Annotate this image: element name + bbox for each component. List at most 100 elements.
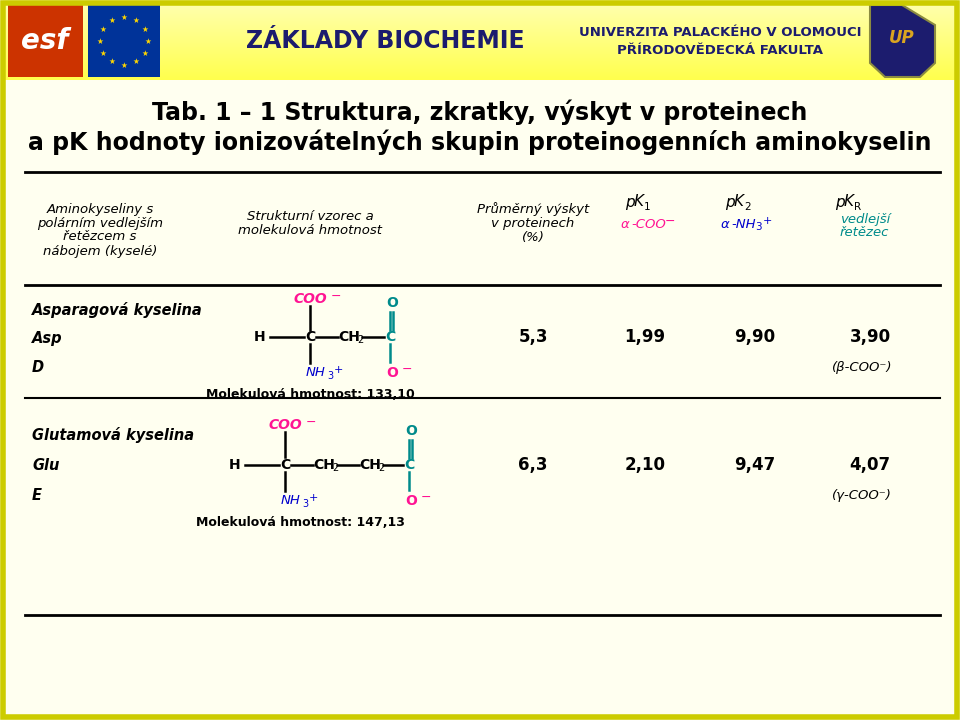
Text: K: K [844, 194, 854, 210]
Text: E: E [32, 487, 42, 503]
FancyBboxPatch shape [3, 15, 957, 16]
Text: Tab. 1 – 1 Struktura, zkratky, výskyt v proteinech: Tab. 1 – 1 Struktura, zkratky, výskyt v … [153, 99, 807, 125]
Text: 1: 1 [644, 202, 651, 212]
FancyBboxPatch shape [3, 6, 957, 7]
FancyBboxPatch shape [3, 29, 957, 30]
Text: v proteinech: v proteinech [492, 217, 575, 230]
Text: 3: 3 [755, 222, 761, 232]
FancyBboxPatch shape [3, 32, 957, 33]
Text: CH: CH [313, 458, 335, 472]
Text: Glu: Glu [32, 457, 60, 472]
Text: ★: ★ [141, 48, 148, 58]
Text: O: O [386, 366, 398, 380]
Text: +: + [309, 493, 319, 503]
FancyBboxPatch shape [3, 63, 957, 64]
Text: UNIVERZITA PALACKÉHO V OLOMOUCI: UNIVERZITA PALACKÉHO V OLOMOUCI [579, 25, 861, 38]
FancyBboxPatch shape [3, 58, 957, 59]
Text: (β-COO⁻): (β-COO⁻) [831, 361, 892, 374]
FancyBboxPatch shape [3, 79, 957, 80]
FancyBboxPatch shape [3, 75, 957, 76]
FancyBboxPatch shape [3, 50, 957, 51]
Text: 1,99: 1,99 [624, 328, 665, 346]
FancyBboxPatch shape [3, 31, 957, 32]
FancyBboxPatch shape [3, 7, 957, 8]
FancyBboxPatch shape [3, 56, 957, 57]
Polygon shape [870, 5, 935, 77]
Text: řetězcem s: řetězcem s [63, 230, 136, 243]
FancyBboxPatch shape [3, 23, 957, 24]
FancyBboxPatch shape [3, 71, 957, 72]
Text: 3,90: 3,90 [850, 328, 891, 346]
FancyBboxPatch shape [3, 10, 957, 11]
Text: ZÁKLADY BIOCHEMIE: ZÁKLADY BIOCHEMIE [246, 29, 524, 53]
Text: 2,10: 2,10 [625, 456, 665, 474]
Text: (γ-COO⁻): (γ-COO⁻) [832, 488, 892, 502]
Text: H: H [254, 330, 266, 344]
FancyBboxPatch shape [3, 54, 957, 55]
Text: 5,3: 5,3 [518, 328, 548, 346]
FancyBboxPatch shape [3, 61, 957, 62]
FancyBboxPatch shape [3, 22, 957, 23]
FancyBboxPatch shape [3, 78, 957, 79]
FancyBboxPatch shape [3, 11, 957, 12]
Text: vedlejší: vedlejší [840, 212, 890, 225]
Text: CH: CH [359, 458, 381, 472]
FancyBboxPatch shape [3, 39, 957, 40]
FancyBboxPatch shape [3, 47, 957, 48]
Text: Průměrný výskyt: Průměrný výskyt [477, 202, 589, 216]
Text: 2: 2 [332, 463, 338, 473]
Text: esf: esf [21, 27, 69, 55]
Text: $\alpha$: $\alpha$ [720, 217, 731, 230]
FancyBboxPatch shape [3, 1, 957, 2]
FancyBboxPatch shape [3, 70, 957, 71]
Text: Molekulová hmotnost: 147,13: Molekulová hmotnost: 147,13 [196, 516, 404, 529]
Text: p: p [625, 194, 635, 210]
FancyBboxPatch shape [3, 37, 957, 38]
Text: PŘÍRODOVĚDECKÁ FAKULTA: PŘÍRODOVĚDECKÁ FAKULTA [617, 45, 823, 58]
Text: -NH: -NH [731, 217, 756, 230]
FancyBboxPatch shape [3, 43, 957, 44]
Text: 9,90: 9,90 [734, 328, 776, 346]
Text: (%): (%) [521, 230, 544, 243]
Text: UP: UP [889, 29, 915, 47]
Text: H: H [229, 458, 241, 472]
FancyBboxPatch shape [3, 25, 957, 26]
Text: ★: ★ [108, 58, 115, 66]
FancyBboxPatch shape [3, 60, 957, 61]
FancyBboxPatch shape [3, 40, 957, 41]
Text: 4,07: 4,07 [850, 456, 891, 474]
FancyBboxPatch shape [3, 36, 957, 37]
Text: polárním vedlejším: polárním vedlejším [37, 217, 163, 230]
FancyBboxPatch shape [3, 52, 957, 53]
FancyBboxPatch shape [3, 30, 957, 31]
Text: ★: ★ [141, 24, 148, 34]
Text: $\alpha$: $\alpha$ [620, 217, 631, 230]
Text: ★: ★ [132, 58, 139, 66]
Text: C: C [385, 330, 396, 344]
Text: p: p [835, 194, 845, 210]
Text: Strukturní vzorec a: Strukturní vzorec a [247, 210, 373, 222]
Text: ★: ★ [100, 24, 107, 34]
Text: COO: COO [268, 418, 301, 432]
FancyBboxPatch shape [3, 69, 957, 70]
Text: 2: 2 [378, 463, 384, 473]
Text: K: K [634, 194, 644, 210]
Text: ★: ★ [121, 12, 128, 22]
FancyBboxPatch shape [3, 55, 957, 56]
FancyBboxPatch shape [8, 5, 83, 77]
FancyBboxPatch shape [3, 33, 957, 34]
FancyBboxPatch shape [3, 16, 957, 17]
Text: D: D [32, 361, 44, 376]
FancyBboxPatch shape [3, 24, 957, 25]
FancyBboxPatch shape [3, 45, 957, 46]
Text: COO: COO [293, 292, 326, 306]
FancyBboxPatch shape [3, 0, 957, 1]
Text: −: − [402, 362, 413, 376]
FancyBboxPatch shape [3, 20, 957, 21]
Text: C: C [280, 458, 290, 472]
FancyBboxPatch shape [3, 49, 957, 50]
FancyBboxPatch shape [3, 76, 957, 77]
FancyBboxPatch shape [3, 5, 957, 6]
Text: K: K [734, 194, 744, 210]
Text: ★: ★ [108, 16, 115, 24]
